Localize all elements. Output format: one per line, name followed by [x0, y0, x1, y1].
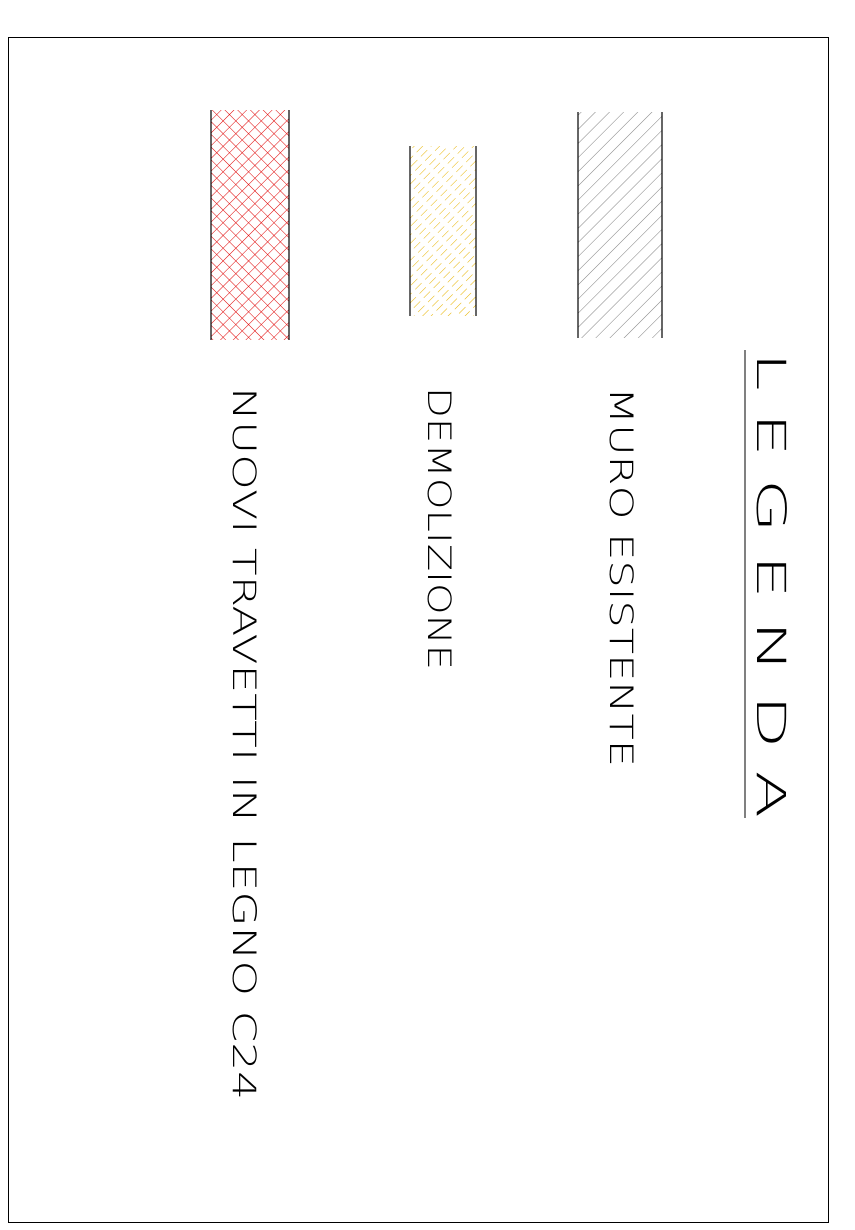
label-nuovi-travetti: NUOVI TRAVETTI IN LEGNO C24 [225, 387, 263, 1100]
swatch-nuovi-travetti [210, 110, 290, 340]
swatch-muro-esistente [577, 112, 663, 338]
label-muro-esistente: MURO ESISTENTE [602, 387, 640, 767]
swatch-demolizione [409, 146, 477, 316]
label-demolizione: DEMOLIZIONE [420, 387, 458, 670]
legend-title: L E G E N D A [747, 352, 793, 818]
